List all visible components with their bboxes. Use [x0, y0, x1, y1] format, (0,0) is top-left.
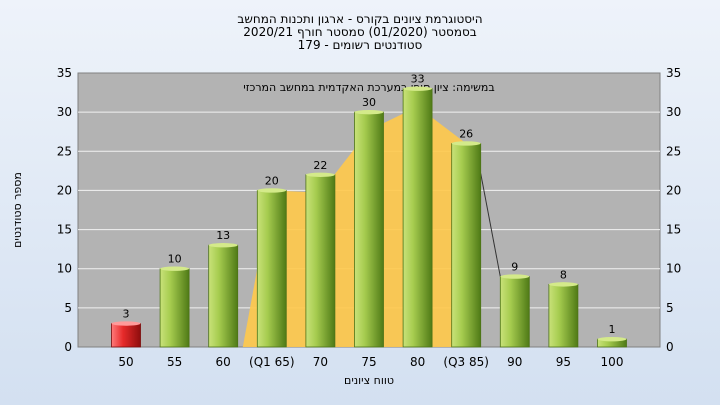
- x-axis-label: טווח ציונים: [344, 374, 394, 387]
- y-tick-label-right: 0: [666, 340, 674, 354]
- data-label: 13: [216, 229, 230, 242]
- bar-cap: [160, 266, 190, 271]
- x-tick-label: 55: [167, 355, 182, 369]
- x-tick-label: 90: [507, 355, 522, 369]
- data-label: 1: [609, 323, 616, 336]
- chart-subtitle: בסמסטר (01/2020) סמסטר חורף 2020/21: [243, 25, 477, 39]
- y-tick-label-right: 35: [666, 66, 681, 80]
- y-tick-label-right: 30: [666, 105, 681, 119]
- y-tick-label-right: 20: [666, 183, 681, 197]
- bar: [548, 283, 579, 348]
- bar-cap: [451, 141, 481, 146]
- y-tick-label-left: 15: [57, 223, 72, 237]
- y-tick-label-right: 5: [666, 301, 674, 315]
- bar: [111, 323, 141, 348]
- x-tick-label: 50: [118, 355, 133, 369]
- bar: [499, 276, 530, 348]
- data-label: 20: [265, 174, 279, 187]
- x-tick-label: 60: [216, 355, 231, 369]
- data-label: 30: [362, 96, 376, 109]
- y-tick-label-left: 30: [57, 105, 72, 119]
- y-tick-label-left: 10: [57, 262, 72, 276]
- data-label: 8: [560, 268, 567, 281]
- y-tick-label-right: 25: [666, 144, 681, 158]
- bar-cap: [111, 321, 141, 326]
- x-tick-label: (Q3 85): [443, 355, 489, 369]
- bar: [354, 111, 384, 348]
- bar-cap: [597, 336, 627, 342]
- y-tick-label-left: 5: [64, 301, 72, 315]
- y-tick-label-left: 25: [57, 144, 72, 158]
- bar-cap: [548, 282, 578, 287]
- bar-cap: [208, 243, 238, 248]
- x-tick-label: 70: [313, 355, 328, 369]
- data-label: 3: [123, 308, 130, 321]
- bar: [159, 268, 190, 348]
- bars: 3 10 13 20 22 30 33 26 9 8 1: [111, 73, 627, 348]
- x-tick-label: 75: [361, 355, 376, 369]
- chart-annotation: במשימה: ציון סופי במערכת האקדמית במחשב ה…: [243, 81, 494, 94]
- tail-line: [480, 173, 501, 277]
- y-tick-label-right: 10: [666, 262, 681, 276]
- bar-cap: [257, 188, 287, 193]
- bar: [208, 244, 239, 348]
- bar: [256, 190, 287, 348]
- bar-cap: [354, 109, 384, 115]
- data-label: 9: [511, 261, 518, 274]
- bar-cap: [305, 172, 335, 177]
- x-tick-label: 100: [601, 355, 624, 369]
- bar-cap: [403, 86, 433, 91]
- y-tick-label-right: 15: [666, 223, 681, 237]
- x-tick-label: 95: [556, 355, 571, 369]
- bar: [402, 88, 433, 348]
- bar: [305, 174, 336, 348]
- data-label: 26: [459, 127, 473, 140]
- bar: [451, 143, 482, 348]
- chart-title: היסטוגרמת ציונים בקורס - ארגון ותכנות המ…: [237, 12, 483, 26]
- data-label: 10: [168, 253, 182, 266]
- y-tick-label-left: 20: [57, 183, 72, 197]
- data-label: 33: [411, 73, 425, 86]
- y-tick-label-left: 0: [64, 340, 72, 354]
- data-label: 22: [313, 159, 327, 172]
- x-tick-label: (Q1 65): [249, 355, 295, 369]
- chart-registered-count: סטודנטים רשומים - 179: [297, 38, 423, 52]
- y-axis-label: מספר סטודנטים: [11, 172, 24, 248]
- x-tick-label: 80: [410, 355, 425, 369]
- y-tick-label-left: 35: [57, 66, 72, 80]
- bar-cap: [500, 274, 530, 279]
